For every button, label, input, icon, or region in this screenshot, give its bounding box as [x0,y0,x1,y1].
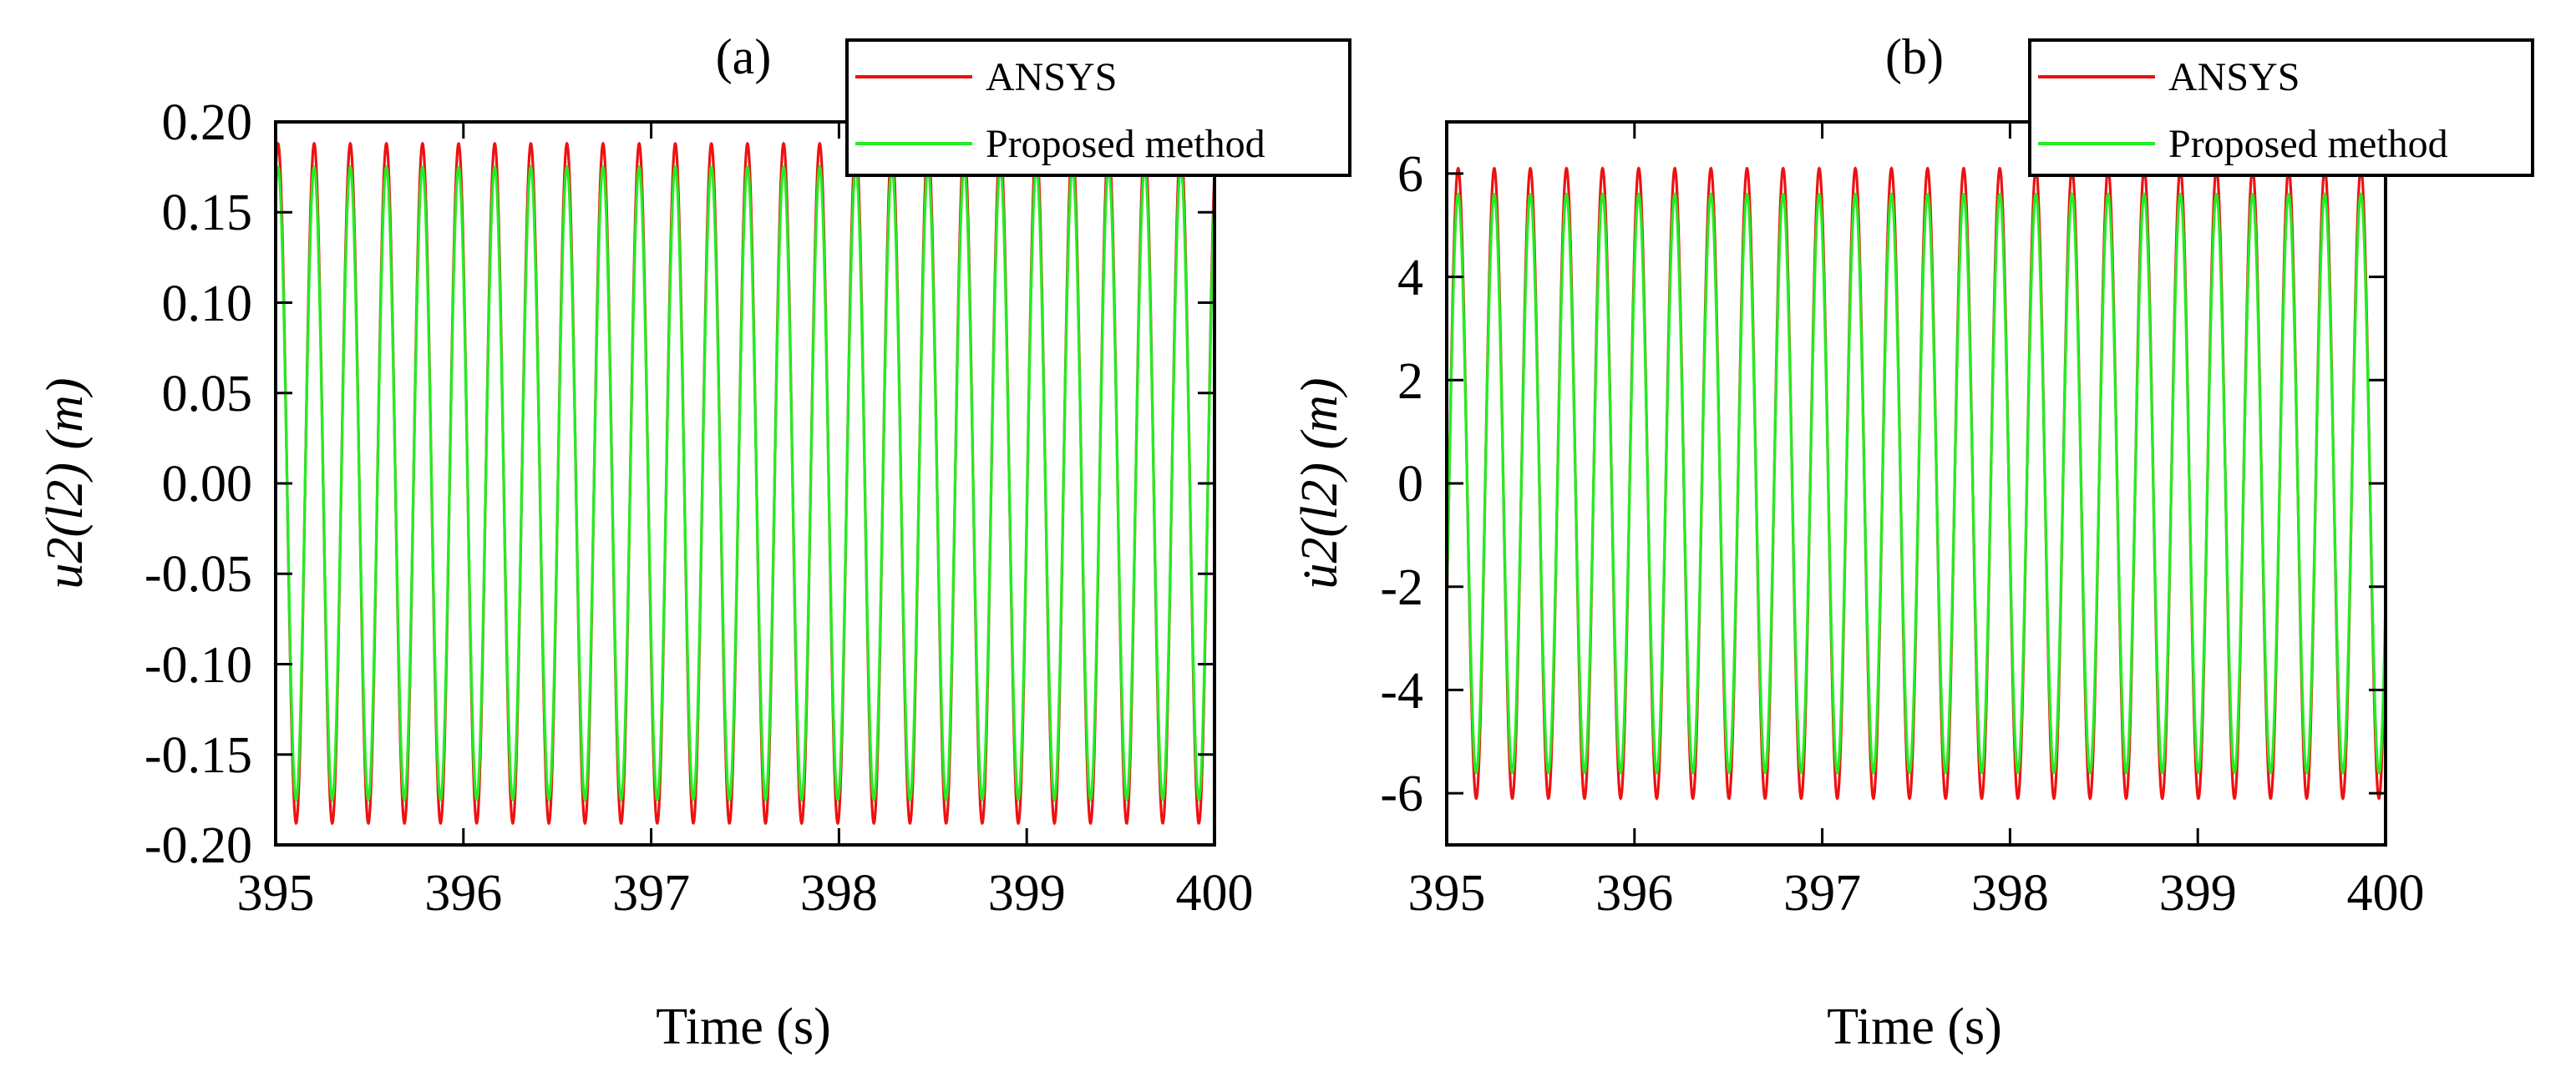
legend-label-a-ansys: ANSYS [986,55,1117,99]
legend-box-b [2028,38,2534,177]
y-tick-label-a-1: 0.15 [162,185,253,241]
y-tick-label-b-5: -4 [1380,663,1423,720]
panel-label-a: (a) [716,29,772,84]
series-line-a-proposed [276,164,1214,802]
y-tick-label-a-0: 0.20 [162,94,253,151]
panel-b: (b) 6 4 2 0 -2 -4 -6 [1291,29,2534,1055]
legend-b: ANSYS Proposed method [2028,38,2534,177]
x-tick-label-b-0: 395 [1408,865,1486,922]
y-tick-label-a-3: 0.05 [162,366,253,422]
x-tick-label-a-1: 396 [424,865,502,922]
panel-label-b: (b) [1885,29,1944,84]
x-tick-label-b-5: 400 [2347,865,2425,922]
y-axis-a: 0.20 0.15 0.10 0.05 0.00 -0.05 -0.10 -0.… [145,94,1214,874]
x-axis-title-b: Time (s) [1827,999,2002,1055]
x-tick-label-b-2: 397 [1783,865,1861,922]
y-tick-label-a-5: -0.05 [145,546,252,603]
x-tick-label-a-3: 398 [800,865,878,922]
x-axis-title-a: Time (s) [656,999,831,1055]
panel-a: (a) 0.20 0.15 [37,29,1351,1055]
y-axis-title-a: u2(l2) (m) [37,377,94,589]
series-line-b-proposed [1447,192,2386,775]
x-tick-label-b-1: 396 [1595,865,1673,922]
series-line-a-ansys [276,141,1214,826]
y-tick-label-a-7: -0.15 [145,727,252,784]
x-axis-a: 395 396 397 398 399 400 [237,122,1254,922]
x-tick-label-a-5: 400 [1176,865,1254,922]
y-axis-title-b: u̇2(l2) (m) [1291,377,1348,589]
y-tick-label-b-4: -2 [1380,559,1423,616]
y-axis-b: 6 4 2 0 -2 -4 -6 [1380,146,2386,822]
y-tick-label-b-6: -6 [1380,766,1423,822]
y-tick-label-a-6: -0.10 [145,637,252,694]
y-tick-label-a-8: -0.20 [145,817,252,874]
x-tick-label-a-2: 397 [612,865,690,922]
x-tick-label-b-4: 399 [2159,865,2237,922]
x-tick-label-a-0: 395 [237,865,315,922]
y-tick-label-b-0: 6 [1397,146,1423,203]
legend-label-a-proposed: Proposed method [986,122,1265,166]
legend-label-b-proposed: Proposed method [2168,122,2448,166]
series-group-b [1447,166,2386,801]
legend-a: ANSYS Proposed method [845,38,1351,177]
x-tick-label-b-3: 398 [1971,865,2049,922]
y-tick-label-b-1: 4 [1397,250,1423,306]
y-tick-label-b-3: 0 [1397,456,1423,513]
x-tick-label-a-4: 399 [988,865,1066,922]
y-tick-label-b-2: 2 [1397,353,1423,410]
y-tick-label-a-4: 0.00 [162,456,253,513]
series-group-a [276,141,1214,826]
x-axis-b: 395 396 397 398 399 400 [1408,122,2425,922]
y-tick-label-a-2: 0.10 [162,276,253,332]
legend-box-a [845,38,1351,177]
legend-label-b-ansys: ANSYS [2168,55,2300,99]
